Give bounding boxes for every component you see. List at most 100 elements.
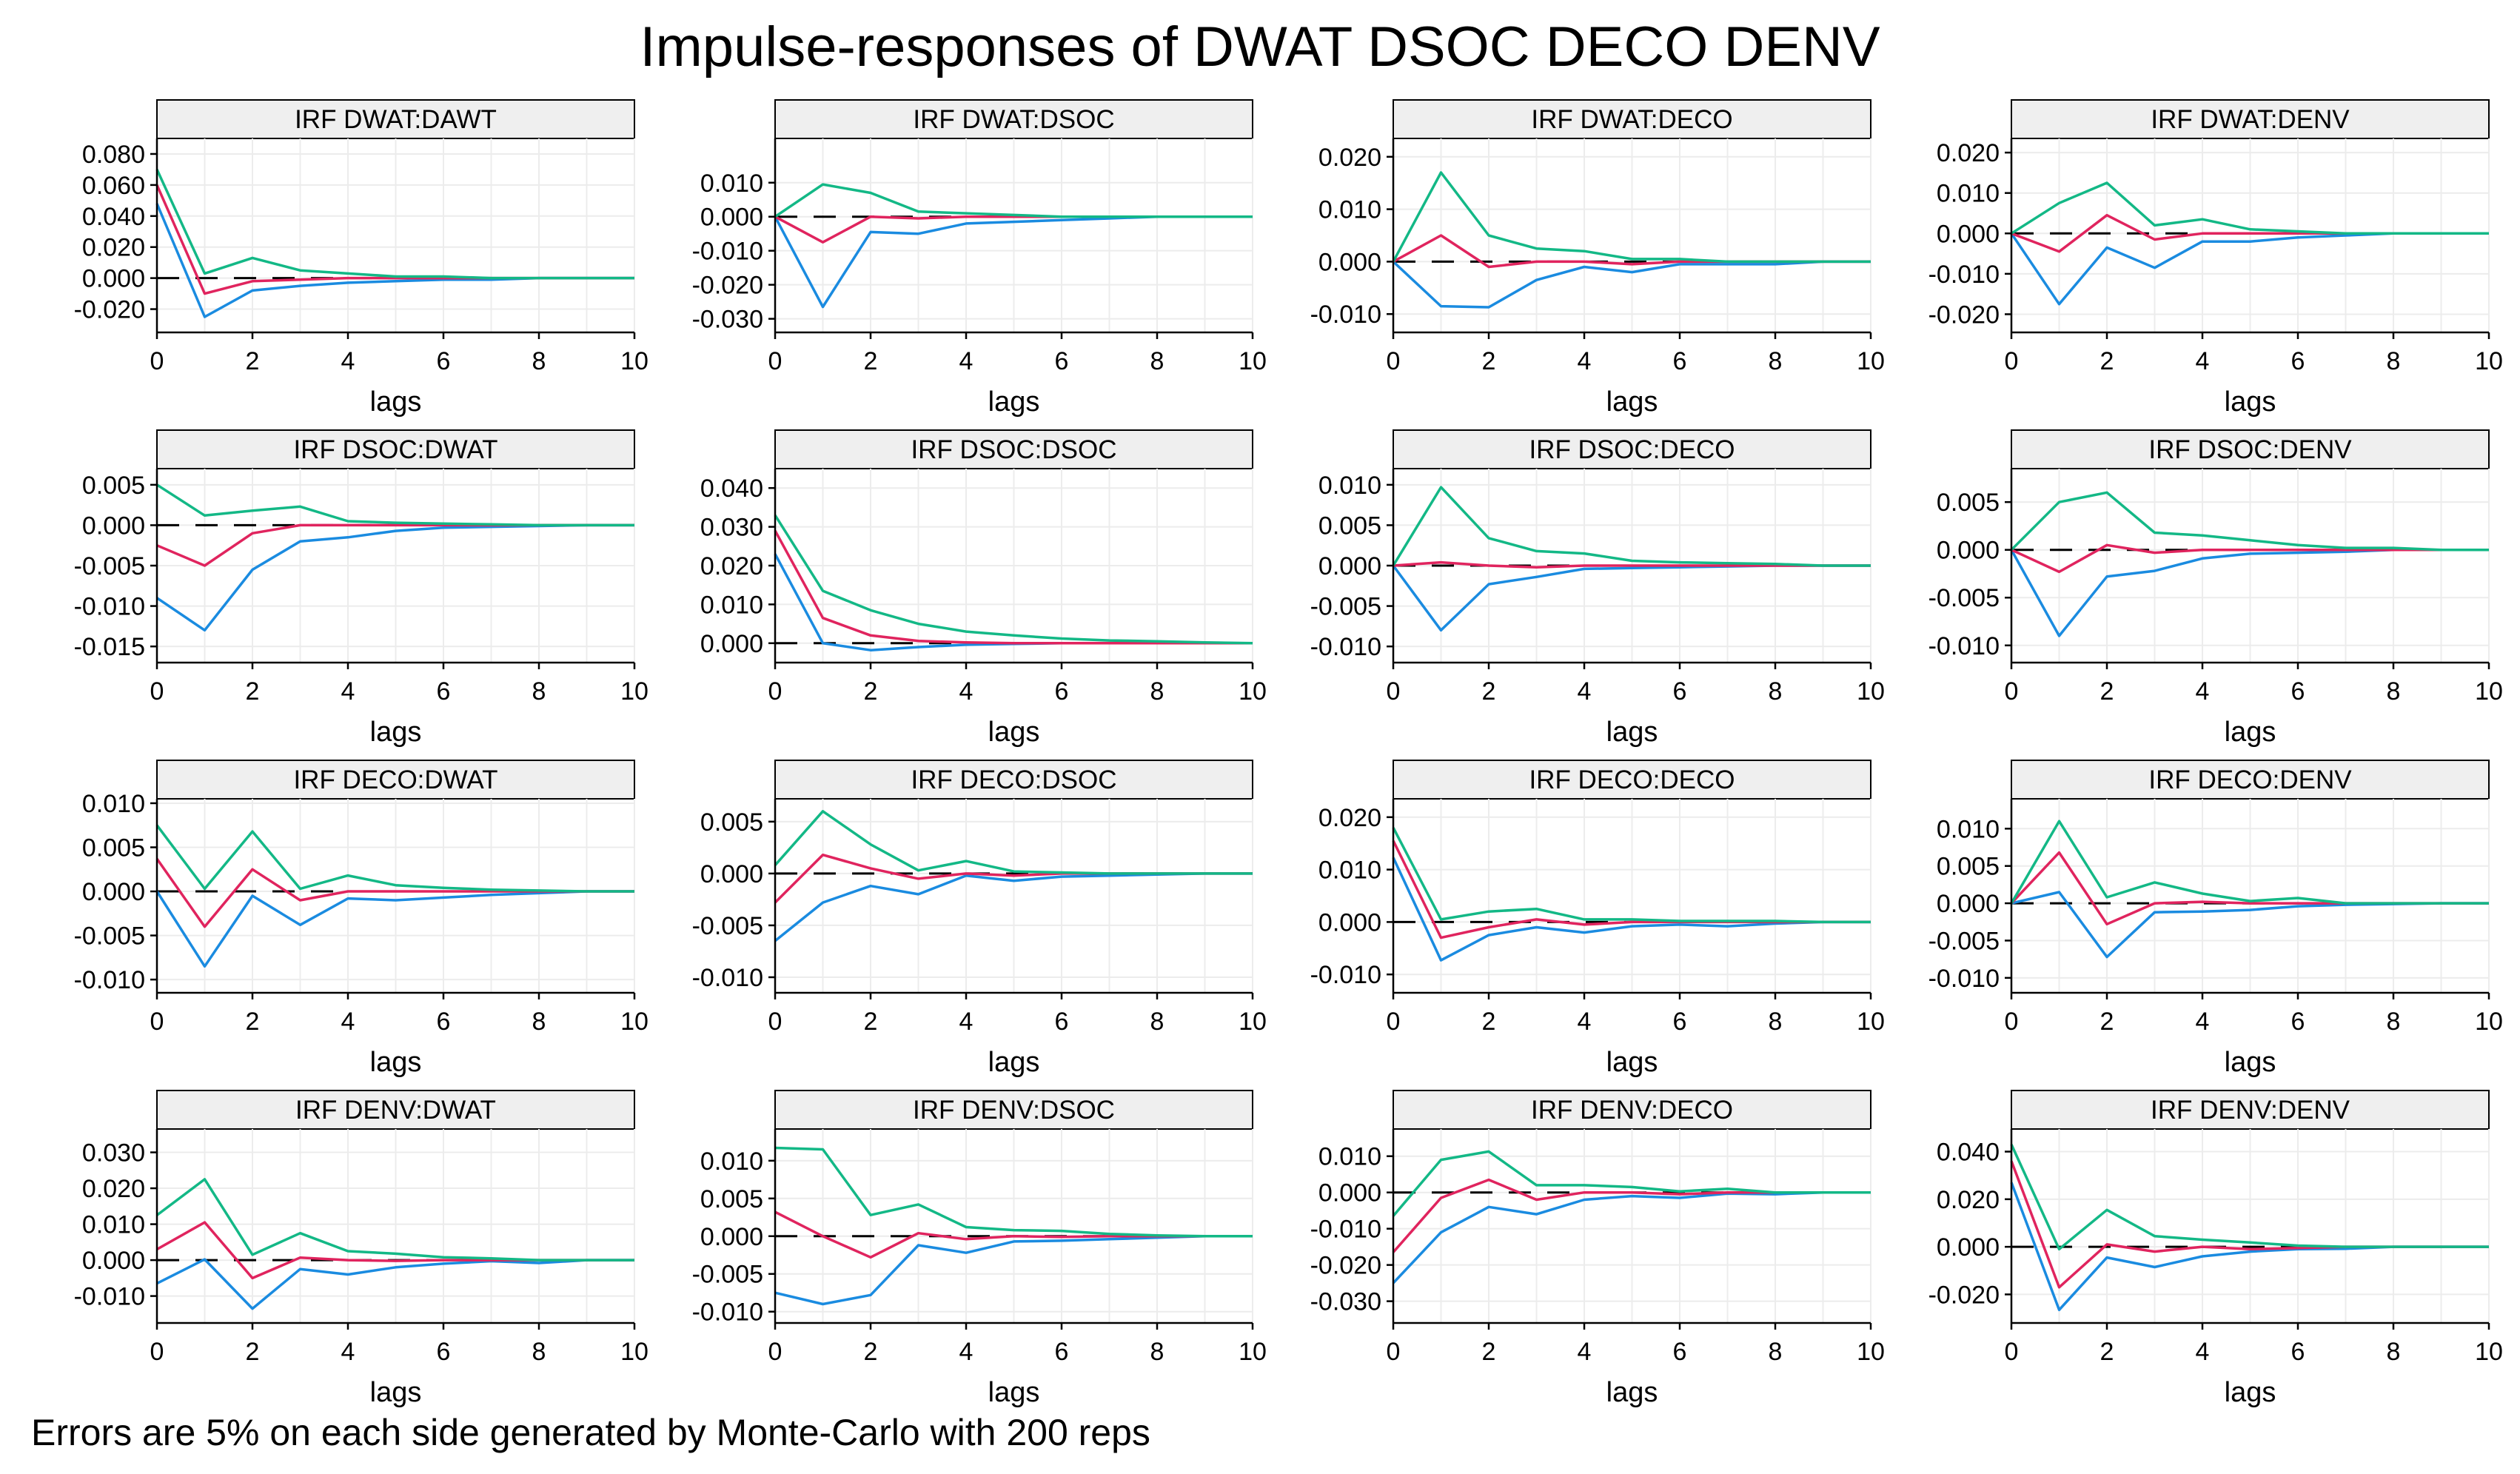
- x-tick-label: 0: [1387, 1338, 1401, 1366]
- panel-title: IRF DENV:DWAT: [295, 1096, 496, 1125]
- x-axis-label: lags: [988, 1047, 1040, 1078]
- x-tick-label: 2: [2100, 1008, 2114, 1036]
- y-tick-label: 0.000: [1318, 552, 1381, 580]
- irf-panel: IRF DENV:DECO 0.010 0.000 -0.010 -0.020 -0.03…: [1310, 1090, 1885, 1408]
- x-tick-label: 6: [1055, 1008, 1069, 1036]
- y-tick-label: -0.030: [692, 306, 763, 334]
- x-axis-label: lags: [1606, 717, 1658, 748]
- x-tick-label: 10: [1857, 1008, 1885, 1036]
- x-tick-label: 4: [1578, 347, 1592, 375]
- y-tick-label: 0.000: [700, 860, 763, 888]
- y-tick-label: 0.010: [700, 1148, 763, 1176]
- y-tick-label: -0.010: [74, 593, 145, 621]
- x-tick-label: 2: [1482, 347, 1496, 375]
- y-tick-label: 0.000: [1318, 908, 1381, 937]
- series-line-irf: [774, 529, 1253, 645]
- series-line-upper: [155, 824, 634, 893]
- y-tick-label: 0.005: [700, 808, 763, 837]
- x-tick-label: 0: [1387, 347, 1401, 375]
- x-tick-label: 0: [768, 347, 783, 375]
- y-tick-label: 0.010: [82, 790, 145, 818]
- x-tick-label: 10: [1239, 677, 1267, 706]
- panel-title: IRF DENV:DENV: [2151, 1096, 2350, 1125]
- x-tick-label: 8: [532, 1008, 546, 1036]
- x-tick-label: 6: [1055, 1338, 1069, 1366]
- x-tick-label: 6: [2291, 1338, 2305, 1366]
- x-axis-label: lags: [988, 386, 1040, 418]
- y-tick-label: 0.000: [1937, 1233, 2000, 1262]
- x-tick-label: 4: [341, 1338, 355, 1366]
- panel-strip: [2011, 760, 2490, 800]
- x-axis-label: lags: [370, 386, 422, 418]
- x-tick-label: 6: [1055, 347, 1069, 375]
- panel-strip: [1393, 760, 1871, 800]
- x-tick-label: 2: [2100, 1338, 2114, 1366]
- series-line-upper: [774, 183, 1253, 218]
- series-line-upper: [2010, 820, 2489, 905]
- series-line-upper: [1392, 171, 1871, 264]
- y-tick-label: -0.010: [1310, 633, 1381, 661]
- panel-title: IRF DWAT:DSOC: [913, 105, 1114, 134]
- x-tick-label: 2: [246, 1338, 260, 1366]
- y-tick-label: 0.000: [1318, 1179, 1381, 1207]
- x-tick-label: 6: [1055, 677, 1069, 706]
- y-tick-label: -0.005: [1928, 584, 2000, 612]
- y-tick-label: -0.010: [1310, 1216, 1381, 1244]
- series-line-upper: [1392, 486, 1871, 567]
- x-tick-label: 0: [1387, 1008, 1401, 1036]
- y-tick-label: 0.010: [1937, 180, 2000, 208]
- y-tick-label: -0.005: [1310, 593, 1381, 621]
- x-tick-label: 10: [2475, 347, 2503, 375]
- y-tick-label: -0.010: [1310, 301, 1381, 329]
- x-tick-label: 4: [1578, 677, 1592, 706]
- x-tick-label: 0: [150, 347, 164, 375]
- y-tick-label: 0.020: [1937, 139, 2000, 167]
- x-tick-label: 6: [2291, 1008, 2305, 1036]
- x-tick-label: 0: [150, 1338, 164, 1366]
- y-tick-label: 0.020: [1318, 144, 1381, 172]
- panel-title: IRF DECO:DWAT: [293, 766, 497, 794]
- x-axis-label: lags: [2225, 1377, 2276, 1408]
- irf-panel: IRF DWAT:DSOC 0.010 0.000 -0.010 -0.020 -0.03…: [692, 99, 1267, 418]
- x-tick-label: 10: [2475, 1008, 2503, 1036]
- panel-title: IRF DECO:DENV: [2148, 766, 2352, 794]
- chart-title: Impulse-responses of DWAT DSOC DECO DENV: [640, 16, 1880, 78]
- y-tick-label: -0.010: [1310, 961, 1381, 989]
- x-tick-label: 10: [1239, 1008, 1267, 1036]
- y-tick-label: 0.000: [82, 878, 145, 906]
- x-tick-label: 6: [437, 677, 451, 706]
- y-tick-label: -0.010: [1928, 632, 2000, 660]
- y-tick-label: 0.000: [700, 204, 763, 232]
- x-tick-label: 4: [2196, 347, 2210, 375]
- x-axis-label: lags: [1606, 1047, 1658, 1078]
- x-tick-label: 4: [959, 677, 974, 706]
- y-tick-label: -0.005: [692, 912, 763, 940]
- x-tick-label: 0: [2005, 1008, 2019, 1036]
- x-tick-label: 6: [2291, 347, 2305, 375]
- panel-strip: [774, 760, 1253, 800]
- y-tick-label: 0.010: [700, 591, 763, 619]
- x-tick-label: 6: [1673, 1338, 1687, 1366]
- x-tick-label: 8: [1769, 1008, 1783, 1036]
- series-line-lower: [156, 1258, 634, 1310]
- y-tick-label: -0.005: [1928, 927, 2000, 955]
- x-axis-label: lags: [2225, 717, 2276, 748]
- x-tick-label: 0: [2005, 677, 2019, 706]
- y-tick-label: 0.005: [1937, 489, 2000, 517]
- x-tick-label: 0: [150, 677, 164, 706]
- x-tick-label: 2: [864, 347, 878, 375]
- x-axis-label: lags: [370, 717, 422, 748]
- x-tick-label: 4: [341, 1008, 355, 1036]
- x-tick-label: 8: [1769, 347, 1783, 375]
- y-tick-label: 0.005: [1318, 512, 1381, 540]
- x-axis-label: lags: [370, 1047, 422, 1078]
- x-tick-label: 4: [341, 347, 355, 375]
- y-tick-label: -0.005: [74, 922, 145, 951]
- x-tick-label: 2: [864, 1338, 878, 1366]
- x-tick-label: 4: [341, 677, 355, 706]
- y-tick-label: 0.030: [82, 1139, 145, 1168]
- panel-title: IRF DENV:DSOC: [913, 1096, 1115, 1125]
